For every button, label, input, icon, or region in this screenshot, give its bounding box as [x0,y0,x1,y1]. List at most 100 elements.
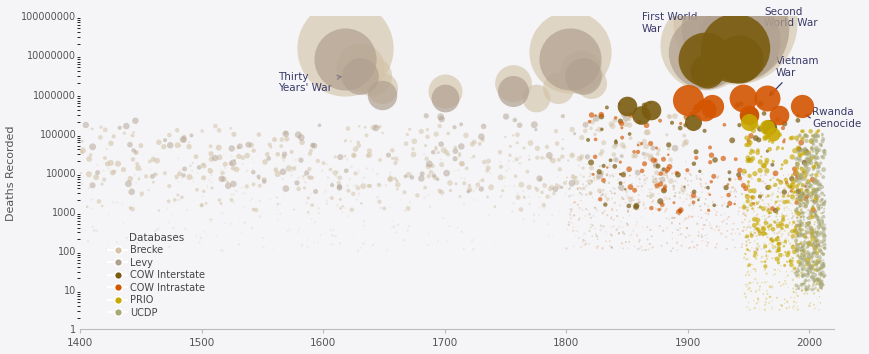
Point [802,260,816,266]
Point [760,288,774,294]
Point [766,272,780,278]
Point [660,225,674,231]
Point [793,211,806,216]
Point [808,285,822,291]
Point [252,174,266,179]
Point [426,149,440,155]
Point [599,194,613,199]
Point [163,219,176,225]
Point [234,166,248,172]
Point [707,207,721,213]
Point [806,242,820,247]
Point [129,118,143,124]
Point [724,189,738,195]
Point [629,204,643,210]
Point [322,195,336,201]
Point [722,172,736,177]
Point [560,178,574,184]
Point [799,245,813,251]
Point [790,137,804,143]
Point [777,197,791,202]
Point [793,222,806,228]
Point [738,210,752,216]
Point [619,187,633,192]
Point [788,247,802,253]
Point [587,176,600,182]
Point [790,219,804,224]
Point [806,137,819,143]
Point [804,216,818,222]
Point [688,195,702,201]
Point [604,216,618,221]
Point [804,269,818,274]
Point [623,173,637,178]
Point [661,146,675,152]
Point [741,224,755,230]
Point [377,206,391,211]
Point [629,174,643,180]
Point [123,176,137,182]
Point [791,195,805,201]
Point [474,186,488,192]
Point [783,241,797,246]
Point [232,241,246,247]
Point [333,185,347,191]
Point [676,199,690,205]
Point [772,230,786,236]
Point [640,122,653,128]
Point [302,166,316,172]
Point [802,219,816,225]
Point [793,172,806,178]
Point [776,214,790,219]
Point [813,218,826,223]
Point [804,193,818,199]
Point [790,206,804,212]
Point [617,180,631,185]
Point [799,234,813,240]
Point [766,131,780,137]
Point [810,179,824,185]
Point [728,245,742,250]
Point [761,221,775,226]
Point [813,267,827,272]
Point [589,233,603,239]
Point [613,101,627,107]
Point [708,157,722,163]
Point [567,178,581,184]
Point [619,116,633,121]
Point [689,155,703,161]
Point [745,245,759,251]
Point [418,195,432,200]
Point [107,133,121,139]
Point [764,177,778,183]
Point [564,216,578,221]
Point [815,202,829,207]
Point [807,155,821,160]
Point [746,156,760,161]
Point [727,189,741,195]
Point [427,173,441,178]
Point [756,291,770,297]
Point [594,196,607,202]
Point [586,223,600,228]
Point [607,157,620,162]
Point [760,96,774,101]
Point [796,273,810,279]
Point [802,266,816,272]
Point [750,255,764,261]
Point [756,259,770,265]
Point [421,231,435,236]
Point [581,208,595,213]
Point [577,237,591,242]
Point [795,274,809,280]
Point [765,249,779,255]
Point [802,198,816,203]
Point [791,293,805,299]
Point [646,245,660,250]
Point [600,199,614,205]
Point [621,195,635,200]
Point [793,212,806,217]
Point [306,143,320,148]
Point [782,200,796,205]
Point [748,230,762,236]
